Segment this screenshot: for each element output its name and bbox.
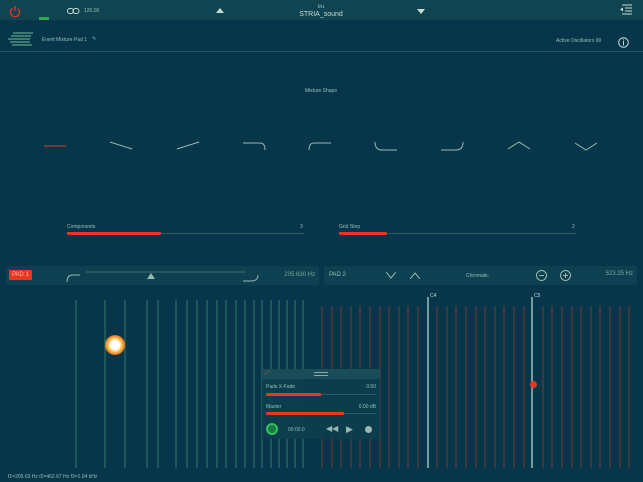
tempo[interactable]: 120.00 xyxy=(84,8,100,14)
mixture-shape-selector xyxy=(44,141,598,151)
shape-step-up[interactable] xyxy=(308,142,331,151)
pad2-panel: PAD 2 Chromatic 523.25 Hz xyxy=(324,266,637,285)
c5-label: C5 xyxy=(534,293,541,299)
preset-down-icon[interactable] xyxy=(417,9,425,14)
xfade-slider-fill xyxy=(266,393,321,396)
grid-step-label: Grid Step xyxy=(339,224,361,230)
minus-icon[interactable] xyxy=(536,270,547,281)
preset-bank: eu xyxy=(317,4,325,10)
pad2-touch-point[interactable] xyxy=(530,381,537,388)
components-slider[interactable] xyxy=(67,233,304,234)
play-icon[interactable]: ▶ xyxy=(346,424,353,434)
link-icon[interactable] xyxy=(67,8,80,14)
xfade-value: 0.50 xyxy=(366,384,376,390)
event-logo-icon xyxy=(8,32,33,46)
c4-label: C4 xyxy=(430,293,437,299)
active-oscillators: Active Oscillators 90 xyxy=(556,38,602,44)
shape-valley[interactable] xyxy=(574,142,598,151)
plus-icon[interactable] xyxy=(560,270,571,281)
components-value: 3 xyxy=(300,224,303,230)
level-meter xyxy=(39,17,49,20)
scale-mode[interactable]: Chromatic xyxy=(466,273,489,279)
preset-name[interactable]: STRIA_sound xyxy=(299,11,343,18)
pad1-touch-point[interactable] xyxy=(105,335,125,355)
pad1-button[interactable]: PAD 1 xyxy=(9,270,32,280)
chevron-up-icon[interactable] xyxy=(410,272,420,279)
grid-step-slider[interactable] xyxy=(339,233,576,234)
drag-handle-icon[interactable] xyxy=(314,372,328,376)
frequency-readout: f1=205.63 Hz f2=462.67 Hz f3=1.04 kHz xyxy=(8,474,98,480)
shape-ramp-up[interactable] xyxy=(176,141,200,150)
shape-dip-left[interactable] xyxy=(374,141,397,151)
edit-icon[interactable]: ✎ xyxy=(92,36,97,42)
xfade-slider[interactable] xyxy=(266,394,376,395)
frequency-grid[interactable] xyxy=(0,292,643,472)
chevron-down-icon[interactable] xyxy=(386,272,396,279)
record-enable-button[interactable] xyxy=(266,423,278,435)
grid-step-slider-fill xyxy=(339,232,387,235)
shape-peak[interactable] xyxy=(507,141,531,150)
components-label: Components xyxy=(67,224,96,230)
pad2-frequency: 523.25 Hz xyxy=(605,271,633,277)
mixer-handle[interactable] xyxy=(262,369,380,379)
xfade-label: Pads X-Fade xyxy=(266,384,296,390)
pad2-button[interactable]: PAD 2 xyxy=(329,272,346,278)
expand-icon[interactable]: ⤢ xyxy=(265,370,270,376)
master-label: Master xyxy=(266,404,282,410)
top-bar: 120.00 eu STRIA_sound xyxy=(0,0,643,20)
shape-dip-right[interactable] xyxy=(441,141,464,151)
rewind-icon[interactable]: ◀◀ xyxy=(326,424,339,433)
menu-icon[interactable] xyxy=(620,4,632,16)
components-slider-fill xyxy=(67,232,161,235)
master-slider-fill xyxy=(266,412,344,415)
record-icon[interactable] xyxy=(365,426,372,433)
event-bar: Event Mixture Pad 1 ✎ Active Oscillators… xyxy=(0,20,643,52)
mixture-shape-title: Mixture Shape xyxy=(304,88,338,94)
grid-step-value: 2 xyxy=(572,224,575,230)
time-display: 00:00.0 xyxy=(288,427,305,433)
pad1-frequency: 205.630 Hz xyxy=(284,272,315,278)
shape-ramp-down[interactable] xyxy=(109,141,133,150)
power-icon[interactable] xyxy=(9,5,21,17)
pad1-panel: PAD 1 205.630 Hz xyxy=(6,266,319,285)
master-value: 0.00 dB xyxy=(358,404,376,410)
pad1-glide-slider[interactable] xyxy=(66,269,266,283)
mixer-panel: ⤢ Pads X-Fade 0.50 Master 0.00 dB 00:00.… xyxy=(262,369,380,439)
preset-up-icon[interactable] xyxy=(216,8,224,13)
event-title: Event Mixture Pad 1 xyxy=(42,37,88,43)
info-icon[interactable] xyxy=(618,37,629,48)
shape-step-down[interactable] xyxy=(243,142,266,151)
